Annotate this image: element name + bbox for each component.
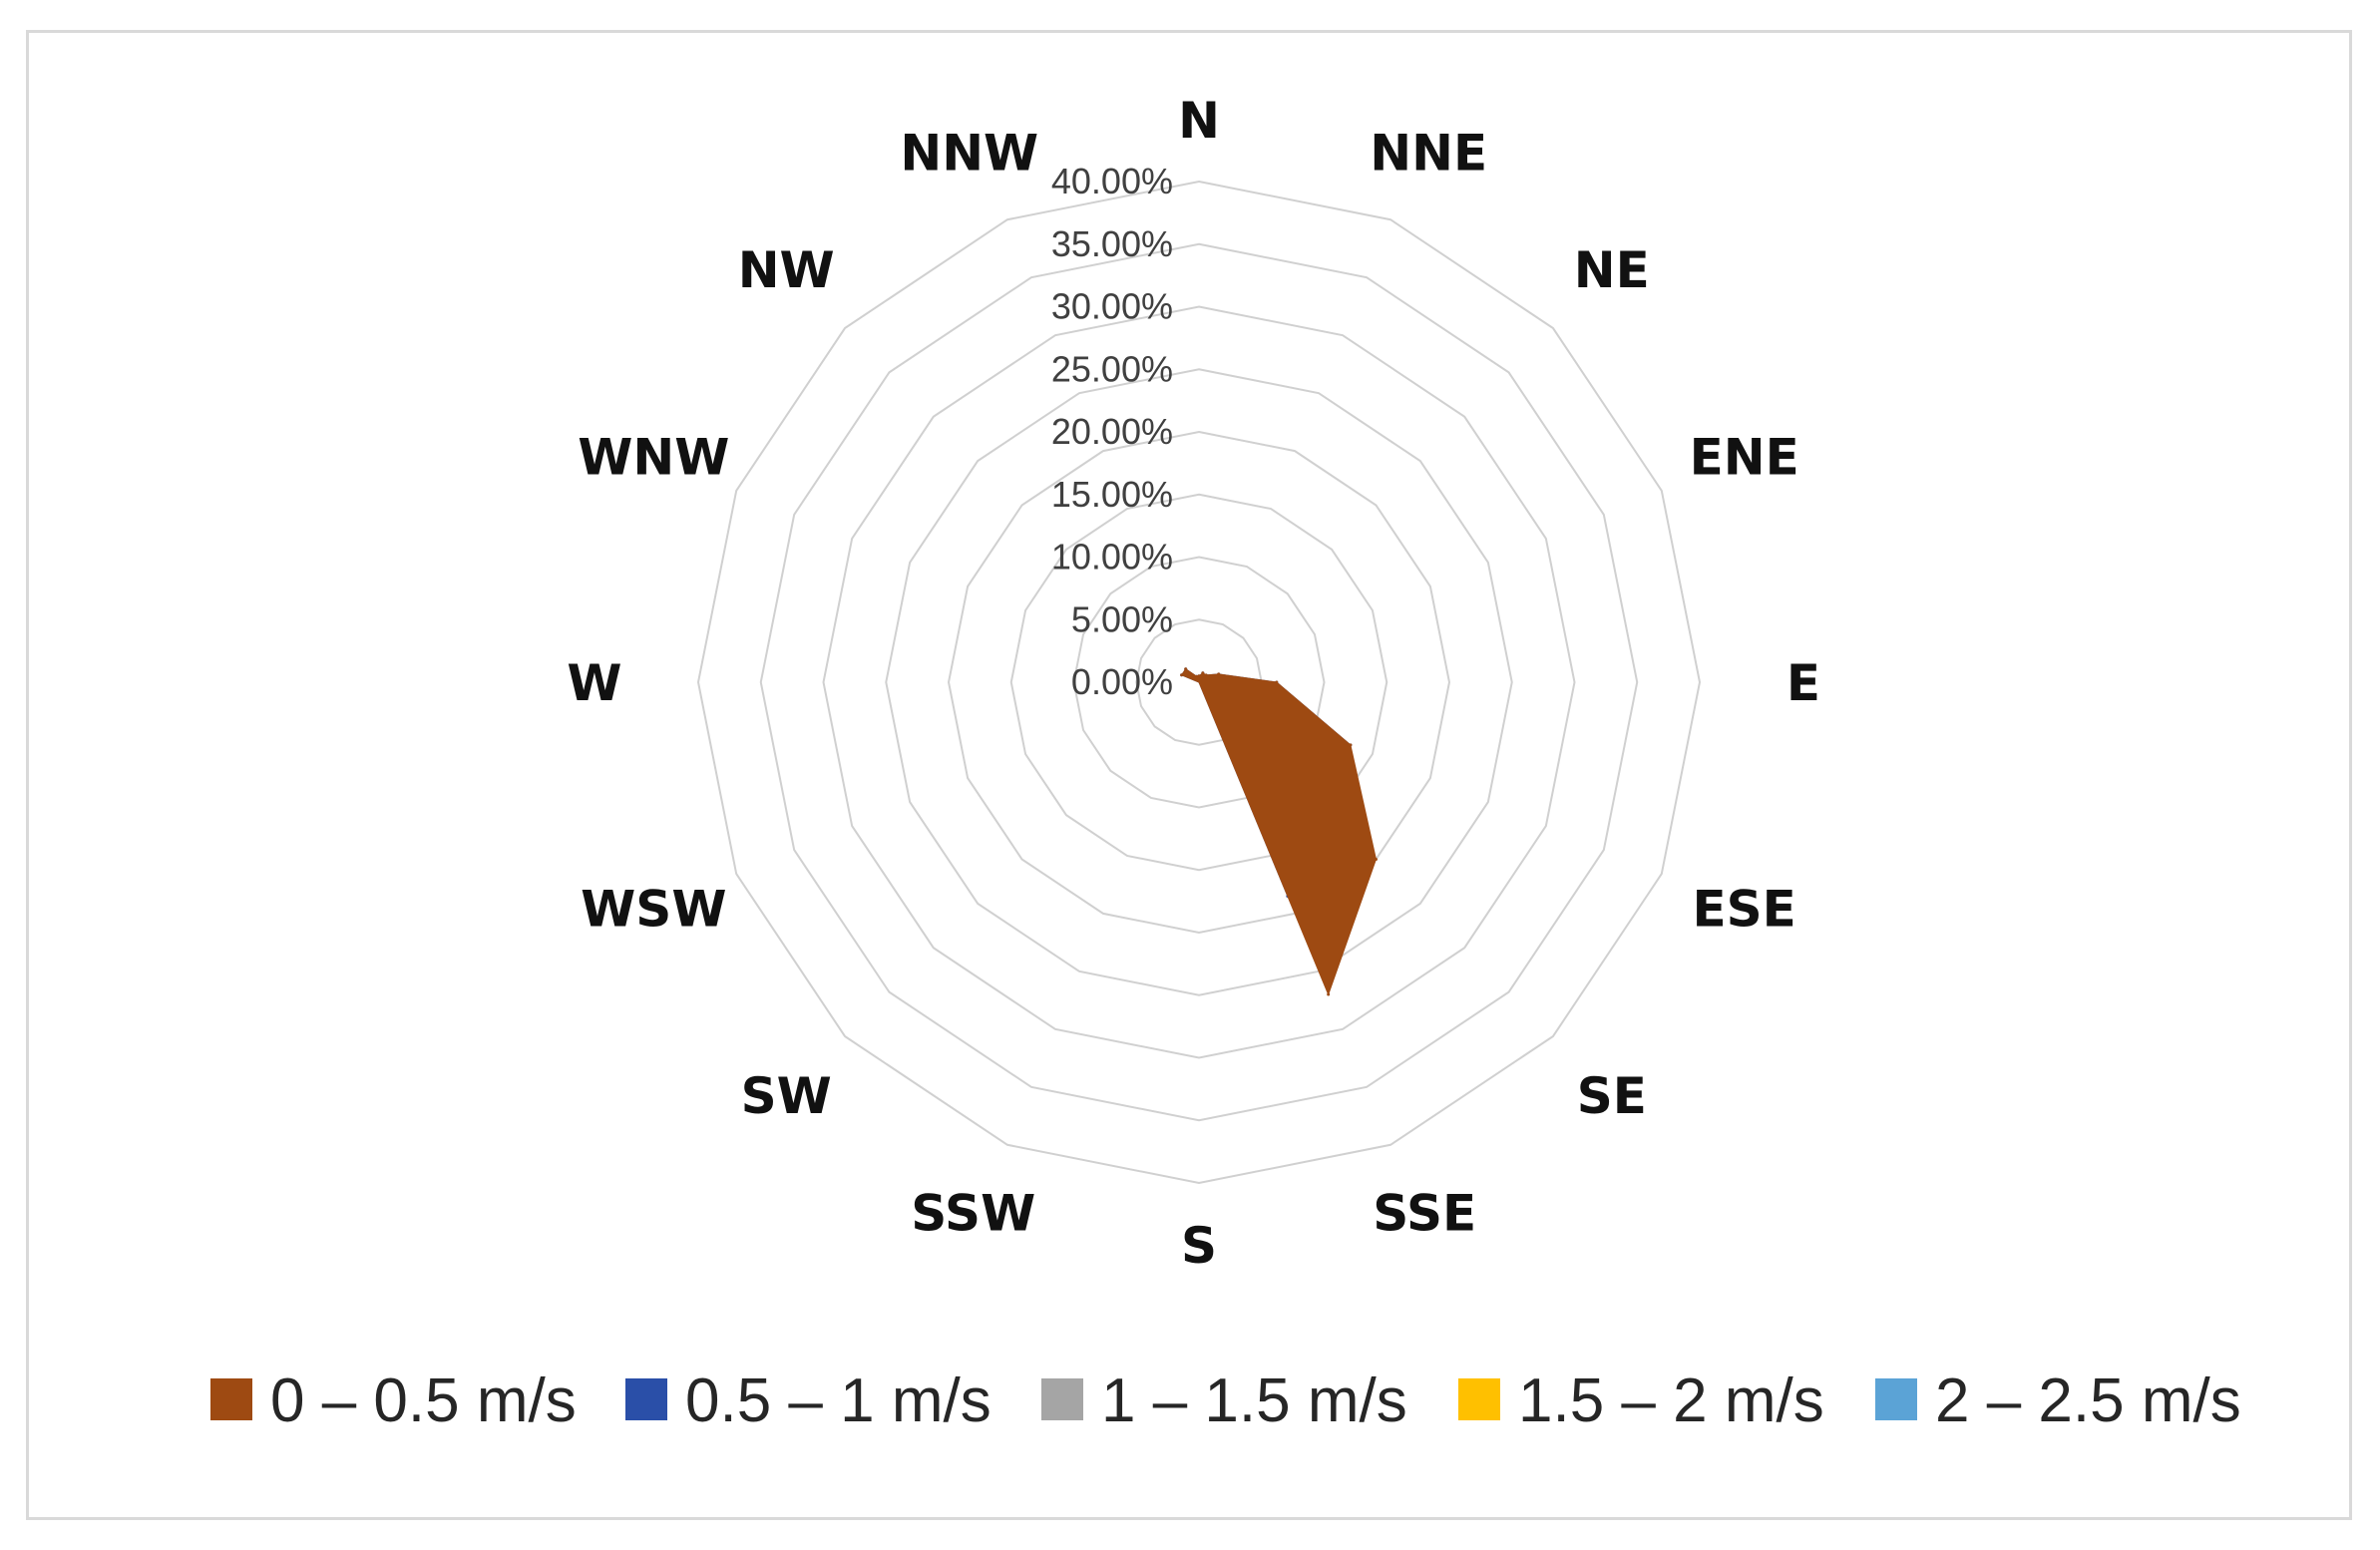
legend-swatch-0 bbox=[210, 1378, 252, 1420]
direction-label-ne: NE bbox=[1574, 241, 1650, 299]
direction-label-ssw: SSW bbox=[911, 1185, 1035, 1243]
legend-label-2: 1 – 1.5 m/s bbox=[1101, 1366, 1407, 1435]
direction-label-s: S bbox=[1181, 1217, 1217, 1275]
data-point bbox=[1217, 672, 1221, 676]
direction-label-nne: NNE bbox=[1370, 124, 1487, 182]
data-point bbox=[1195, 674, 1199, 678]
gridline-ring bbox=[1135, 618, 1263, 746]
data-point bbox=[1197, 674, 1201, 678]
direction-label-wsw: WSW bbox=[581, 880, 726, 938]
gridline-ring bbox=[759, 242, 1639, 1122]
direction-label-sw: SW bbox=[741, 1067, 832, 1125]
wind-rose-chart: 0.00% 5.00% 10.00% 15.00% 20.00% 25.00% 30.00%… bbox=[210, 92, 2241, 1435]
gridline-ring bbox=[822, 305, 1576, 1059]
direction-label-nnw: NNW bbox=[900, 124, 1038, 182]
legend-swatch-3 bbox=[1458, 1378, 1500, 1420]
legend-label-1: 0.5 – 1 m/s bbox=[685, 1366, 992, 1435]
data-point bbox=[1201, 671, 1205, 675]
direction-label-se: SE bbox=[1577, 1067, 1647, 1125]
gridline-ring bbox=[696, 180, 1702, 1185]
data-point bbox=[1180, 673, 1184, 677]
direction-label-e: E bbox=[1786, 654, 1820, 712]
radial-tick-label: 20.00% bbox=[1051, 411, 1173, 452]
gridline-ring bbox=[885, 368, 1513, 996]
legend-label-3: 1.5 – 2 m/s bbox=[1518, 1366, 1824, 1435]
direction-label-sse: SSE bbox=[1373, 1185, 1476, 1243]
radial-tick-label: 35.00% bbox=[1051, 223, 1173, 264]
gridline-ring bbox=[947, 430, 1451, 935]
legend-label-4: 2 – 2.5 m/s bbox=[1935, 1366, 2241, 1435]
direction-label-ese: ESE bbox=[1693, 880, 1796, 938]
legend-swatch-1 bbox=[625, 1378, 667, 1420]
data-point bbox=[1184, 667, 1188, 671]
data-point bbox=[1327, 992, 1331, 996]
legend-swatch-2 bbox=[1041, 1378, 1083, 1420]
gridline-ring bbox=[1072, 556, 1326, 809]
chart-frame: 0.00% 5.00% 10.00% 15.00% 20.00% 25.00% 30.00%… bbox=[26, 30, 2352, 1520]
legend-label-0: 0 – 0.5 m/s bbox=[270, 1366, 577, 1435]
data-point bbox=[1349, 743, 1353, 747]
data-point bbox=[1374, 857, 1378, 861]
radial-tick-label: 10.00% bbox=[1051, 537, 1173, 578]
direction-label-wnw: WNW bbox=[578, 429, 729, 487]
direction-label-ene: ENE bbox=[1690, 429, 1799, 487]
gridline-ring bbox=[1009, 493, 1388, 872]
data-point bbox=[1204, 673, 1208, 677]
data-point bbox=[1275, 680, 1279, 684]
radial-tick-label: 25.00% bbox=[1051, 348, 1173, 389]
radial-tick-label: 5.00% bbox=[1071, 598, 1173, 639]
radial-tick-label: 30.00% bbox=[1051, 286, 1173, 327]
legend-swatch-4 bbox=[1875, 1378, 1917, 1420]
direction-label-w: W bbox=[567, 654, 621, 712]
radial-tick-label: 0.00% bbox=[1071, 661, 1173, 702]
direction-label-n: N bbox=[1178, 92, 1220, 150]
radial-tick-label: 40.00% bbox=[1051, 161, 1173, 201]
direction-label-nw: NW bbox=[738, 241, 835, 299]
radial-tick-label: 15.00% bbox=[1051, 474, 1173, 515]
series-area-0 bbox=[1180, 667, 1378, 996]
